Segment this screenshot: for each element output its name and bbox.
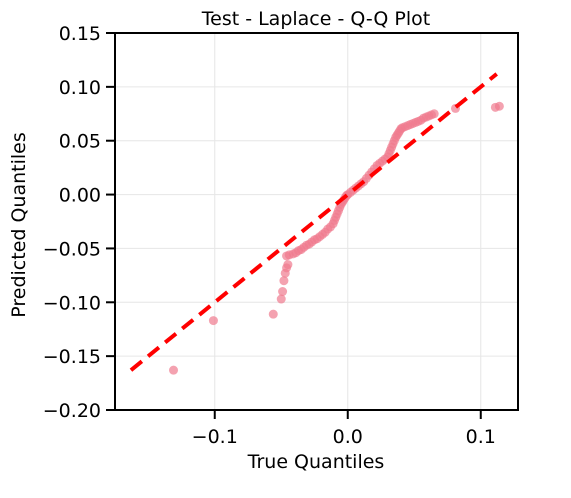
data-point — [429, 109, 439, 119]
y-axis-ticks: −0.20 −0.15 −0.10 −0.05 0.00 0.05 0.10 0.15 — [43, 23, 115, 422]
grid-layer — [115, 32, 518, 411]
y-tick-label: 0.15 — [59, 23, 101, 45]
y-tick-label: −0.05 — [43, 238, 101, 260]
x-axis-label: True Quantiles — [247, 451, 385, 473]
data-point — [494, 101, 504, 111]
data-point — [169, 365, 179, 375]
y-tick-label: 0.00 — [59, 185, 101, 207]
y-tick-label: −0.10 — [43, 292, 101, 314]
reference-line-layer — [129, 72, 498, 372]
points-layer — [169, 101, 504, 375]
data-point — [208, 316, 218, 326]
y-tick-label: −0.15 — [43, 346, 101, 368]
reference-line — [129, 72, 498, 372]
y-tick-label: 0.05 — [59, 131, 101, 153]
plot-frame — [114, 32, 519, 411]
y-axis-label: Predicted Quantiles — [8, 132, 30, 318]
data-point — [278, 287, 288, 297]
data-point — [283, 260, 293, 270]
data-point — [279, 276, 289, 286]
chart-title: Test - Laplace - Q-Q Plot — [201, 8, 430, 30]
y-tick-label: 0.10 — [59, 77, 101, 99]
x-axis-ticks: −0.1 0.0 0.1 — [192, 410, 496, 448]
data-point — [268, 309, 278, 319]
y-tick-label: −0.20 — [43, 400, 101, 422]
x-tick-label: 0.0 — [333, 426, 363, 448]
x-tick-label: 0.1 — [466, 426, 496, 448]
x-tick-label: −0.1 — [192, 426, 238, 448]
data-point — [276, 294, 286, 304]
